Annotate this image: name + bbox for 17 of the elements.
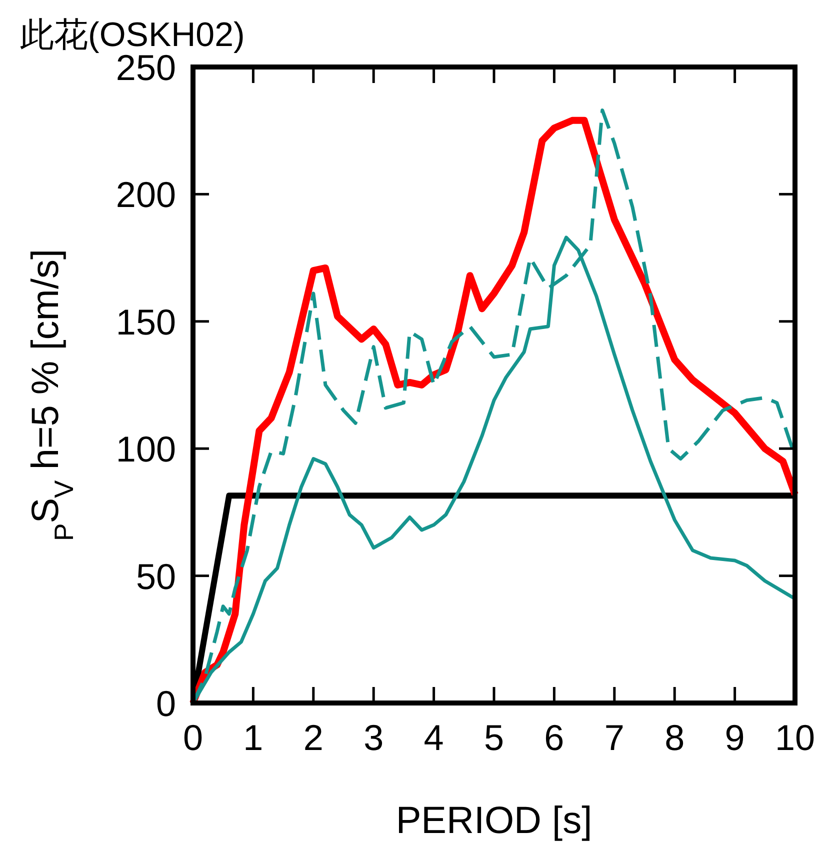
x-tick-label: 10 [774,717,816,758]
x-axis-title: PERIOD [s] [396,800,592,842]
y-tick-label: 150 [116,301,176,342]
x-tick-label: 7 [604,717,624,758]
y-tick-label: 200 [116,174,176,216]
y-tick-label: 0 [156,683,176,724]
x-tick-label: 3 [364,717,384,758]
y-tick-label: 50 [136,556,176,597]
y-tick-label: 100 [116,428,176,470]
x-tick-label: 4 [424,717,444,758]
x-tick-label: 8 [664,717,685,758]
x-tick-label: 1 [243,717,264,758]
x-tick-label: 0 [182,717,204,758]
x-tick-label: 2 [303,717,324,758]
x-tick-label: 5 [484,717,504,758]
x-tick-label: 9 [724,717,745,758]
x-tick-label: 6 [544,717,564,758]
